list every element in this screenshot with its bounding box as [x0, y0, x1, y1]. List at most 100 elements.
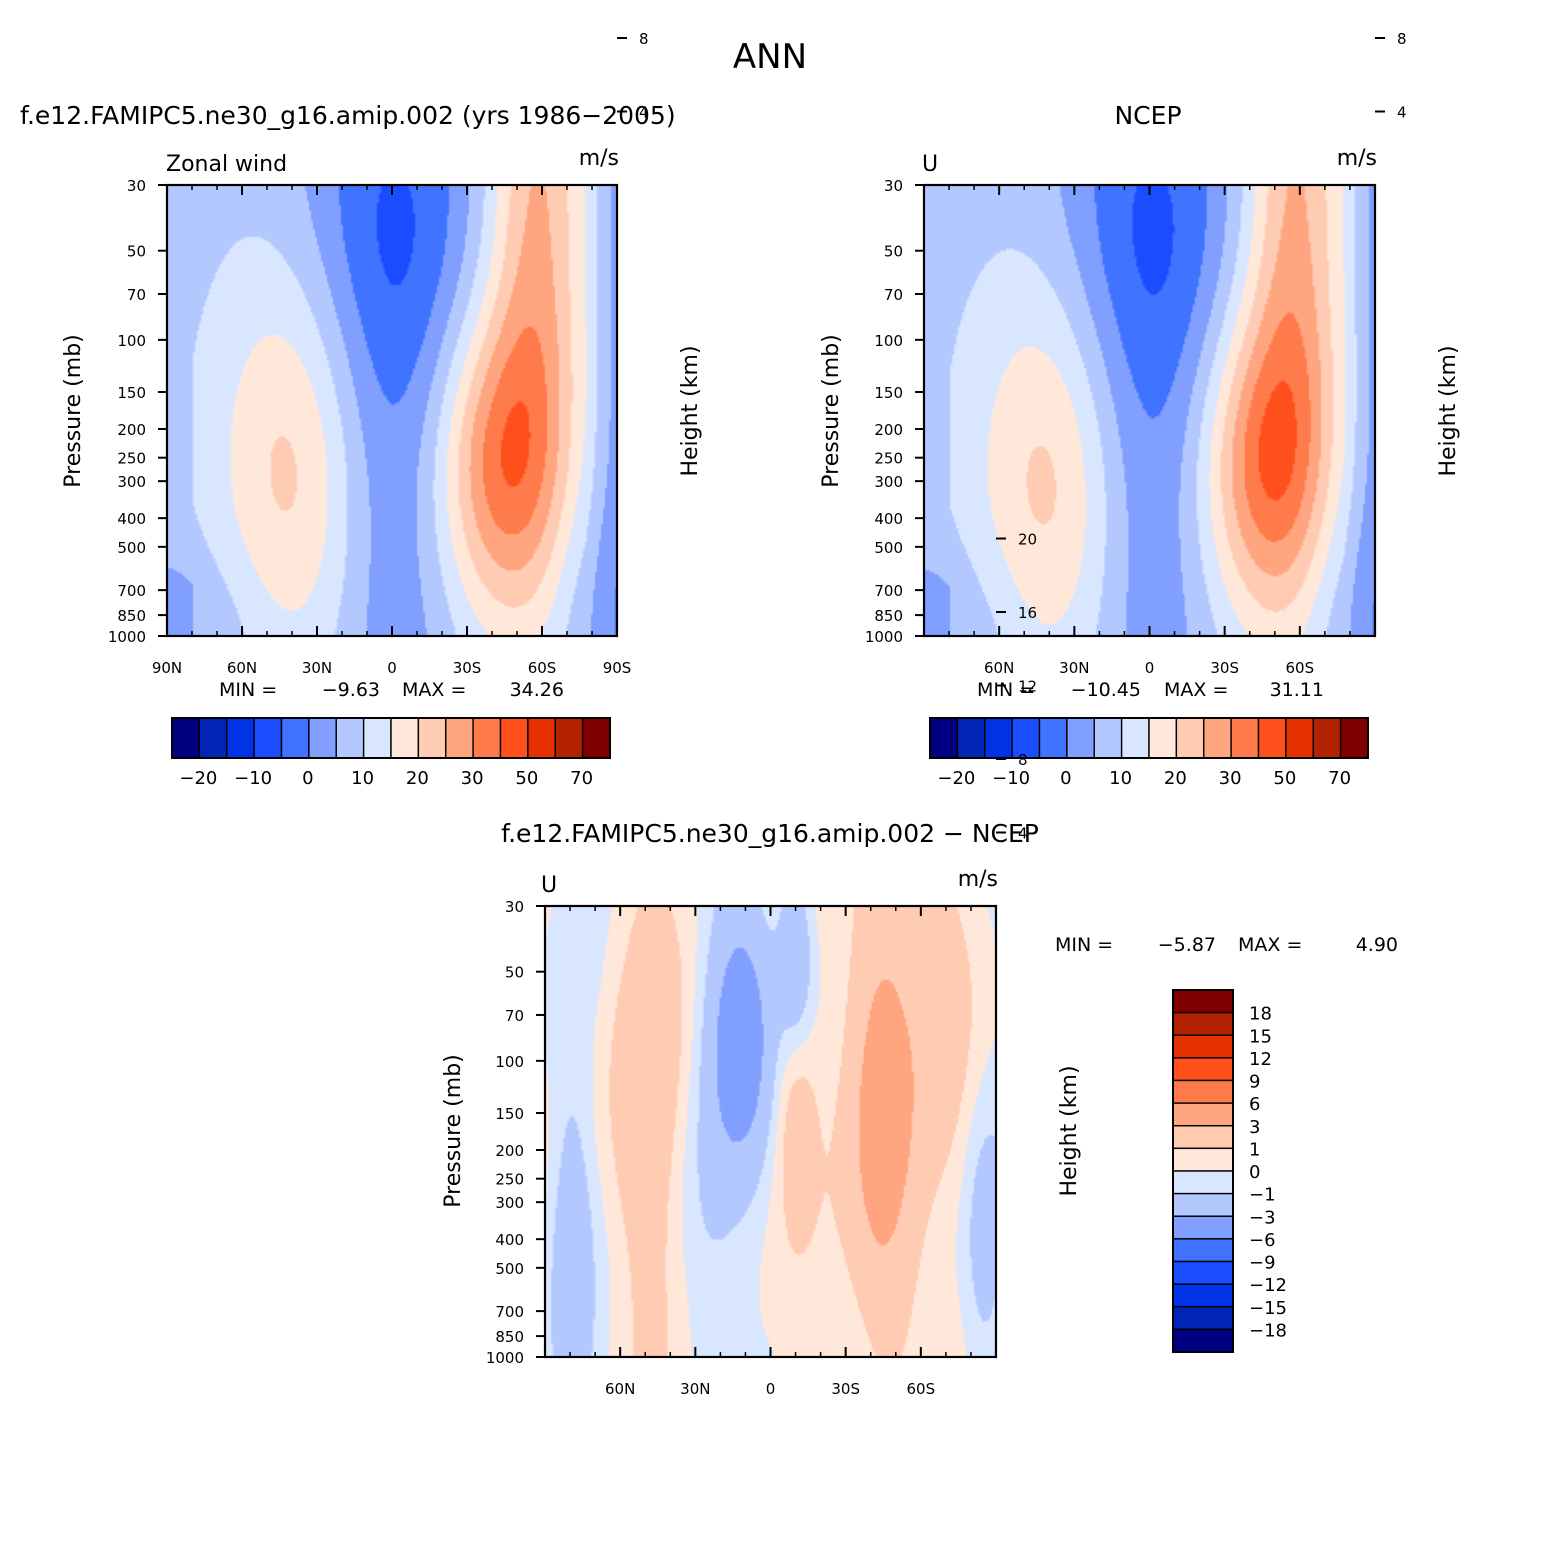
panel-model-colorbar-swatch: [417, 717, 447, 759]
panel-model-colorbar-swatch: [253, 717, 283, 759]
panel-diff-min-value: −5.87: [1158, 934, 1216, 956]
panel-model-colorbar-swatch: [527, 717, 556, 759]
panel-diff-y2label: Height (km): [1057, 1065, 1082, 1196]
panel-ncep-min-value: −10.45: [1071, 679, 1141, 701]
panel-diff-colorbar-swatch: [1172, 1238, 1234, 1263]
panel-diff: f.e12.FAMIPC5.ne30_g16.amip.002 − NCEP U…: [441, 531, 1398, 1398]
panel-model-axes: 90N 60N 30N 0 30S 60S 90S 30 50 70 100 150 200 250 300…: [108, 30, 649, 677]
panel-model-y-tick-label: 500: [117, 539, 146, 557]
panel-diff-colorbar-swatch: [1172, 989, 1234, 1014]
panel-model-colorbar-label: 70: [570, 768, 593, 789]
panel-model-colorbar-label: −20: [179, 768, 217, 789]
panel-ncep-y-tick-label: 300: [874, 473, 903, 491]
panel-ncep-y-tick-label: 100: [874, 332, 903, 350]
panel-model-colorbar-swatch: [198, 717, 228, 759]
panel-model-max-value: 34.26: [510, 679, 564, 701]
panel-ncep-y-tick-label: 850: [874, 607, 903, 625]
panel-ncep-colorbar-label: 30: [1219, 768, 1242, 789]
panel-diff-y-tick-label: 300: [495, 1194, 524, 1212]
panel-model-colorbar-label: 30: [461, 768, 484, 789]
panel-ncep-axes: 60N 30N 0 30S 60S 30 50 70 100 150 200 250 300 400 500…: [865, 30, 1407, 677]
panel-model-x-tick-label: 90N: [152, 659, 182, 677]
panel-ncep-colorbar-label: −10: [992, 768, 1030, 789]
panel-diff-colorbar-label: −6: [1249, 1230, 1276, 1251]
panel-ncep-x-tick-label: 60S: [1286, 659, 1315, 677]
panel-diff-height-tick-label: 4: [1018, 825, 1028, 843]
panel-ncep-x-tick-label: 60N: [984, 659, 1014, 677]
panel-model: f.e12.FAMIPC5.ne30_g16.amip.002 (yrs 198…: [20, 30, 703, 789]
panel-diff-y-tick-label: 50: [505, 964, 524, 982]
panel-ncep-colorbar-swatch: [1230, 717, 1260, 759]
panel-model-colorbar-swatch: [226, 717, 255, 759]
panel-diff-ylabel: Pressure (mb): [441, 1054, 466, 1208]
panel-diff-colorbar-swatch: [1172, 1147, 1234, 1172]
panel-diff-colorbar-swatch: [1172, 1328, 1234, 1353]
panel-diff-max-label: MAX =: [1238, 934, 1302, 956]
panel-model-colorbar-swatch: [581, 717, 611, 759]
panel-ncep-colorbar: −20 −10 0 10 20 30 50 70: [929, 717, 1369, 789]
panel-diff-colorbar-label: 6: [1249, 1094, 1260, 1115]
panel-model-x-tick-label: 60S: [528, 659, 557, 677]
panel-ncep-colorbar-swatch: [1203, 717, 1232, 759]
panel-ncep-colorbar-swatch: [956, 717, 986, 759]
panel-diff-height-tick-label: 16: [1018, 604, 1037, 622]
panel-ncep-colorbar-label: 0: [1060, 768, 1071, 789]
panel-diff-x-tick-label: 30N: [680, 1380, 710, 1398]
panel-model-min-label: MIN =: [219, 679, 277, 701]
panel-ncep-colorbar-swatch: [1257, 717, 1287, 759]
panel-ncep-max-value: 31.11: [1270, 679, 1324, 701]
panel-diff-max-value: 4.90: [1356, 934, 1398, 956]
panel-diff-min-label: MIN =: [1055, 934, 1113, 956]
panel-diff-variable-label: U: [541, 873, 557, 898]
panel-ncep-height-tick-label: 4: [1397, 104, 1407, 122]
panel-ncep-y-tick-label: 200: [874, 421, 903, 439]
panel-ncep-min-label: MIN =: [977, 679, 1035, 701]
panel-diff-colorbar-label: 12: [1249, 1049, 1272, 1070]
panel-diff-y-tick-label: 30: [505, 898, 524, 916]
panel-model-y-tick-label: 70: [127, 286, 146, 304]
panel-ncep-y-tick-label: 700: [874, 582, 903, 600]
panel-ncep-max-label: MAX =: [1164, 679, 1228, 701]
panel-diff-y-tick-label: 850: [495, 1328, 524, 1346]
panel-model-y2label: Height (km): [678, 345, 703, 476]
panel-ncep-y-tick-label: 30: [884, 177, 903, 195]
panel-model-colorbar-swatch: [280, 717, 310, 759]
panel-diff-x-tick-label: 30S: [831, 1380, 860, 1398]
panel-model-colorbar-swatch: [171, 717, 201, 759]
panel-ncep-colorbar-label: 50: [1273, 768, 1296, 789]
panel-model-field: [167, 185, 617, 636]
panel-ncep-y-tick-label: 250: [874, 450, 903, 468]
panel-diff-y-tick-label: 100: [495, 1053, 524, 1071]
panel-model-colorbar: −20 −10 0 10 20 30 50 70: [171, 717, 611, 789]
panel-diff-height-tick-label: 8: [1018, 751, 1028, 769]
panel-diff-colorbar-swatch: [1172, 1079, 1234, 1104]
panel-model-y-tick-label: 1000: [108, 628, 146, 646]
panel-diff-units: m/s: [958, 867, 998, 892]
panel-diff-colorbar-swatch: [1172, 1034, 1234, 1059]
panel-diff-colorbar-label: 1: [1249, 1139, 1260, 1160]
panel-diff-field: [545, 906, 996, 1357]
panel-ncep-ylabel: Pressure (mb): [819, 334, 844, 488]
panel-ncep-height-tick-label: 8: [1397, 30, 1407, 48]
panel-model-colorbar-swatch: [554, 717, 584, 759]
panel-diff-colorbar-swatch: [1172, 1283, 1234, 1308]
panel-diff-x-tick-label: 60S: [907, 1380, 936, 1398]
panel-model-colorbar-swatch: [362, 717, 392, 759]
panel-diff-colorbar-swatch: [1172, 1057, 1234, 1082]
panel-model-y-tick-label: 400: [117, 510, 146, 528]
panel-model-subtitle: f.e12.FAMIPC5.ne30_g16.amip.002 (yrs 198…: [20, 101, 676, 130]
panel-diff-colorbar-label: −12: [1249, 1275, 1287, 1296]
panel-model-colorbar-frame: [171, 717, 611, 759]
panel-model-y-tick-label: 150: [117, 384, 146, 402]
panel-diff-y-tick-label: 500: [495, 1260, 524, 1278]
panel-diff-colorbar-label: 9: [1249, 1072, 1260, 1093]
panel-diff-colorbar-label: 18: [1249, 1004, 1272, 1025]
panel-model-colorbar-label: 50: [515, 768, 538, 789]
panel-ncep-y-tick-label: 70: [884, 286, 903, 304]
panel-ncep-colorbar-swatch: [929, 717, 959, 759]
panel-ncep-x-tick-label: 30N: [1059, 659, 1089, 677]
panel-ncep-colorbar-swatch: [1148, 717, 1178, 759]
figure-title: ANN: [733, 37, 807, 77]
